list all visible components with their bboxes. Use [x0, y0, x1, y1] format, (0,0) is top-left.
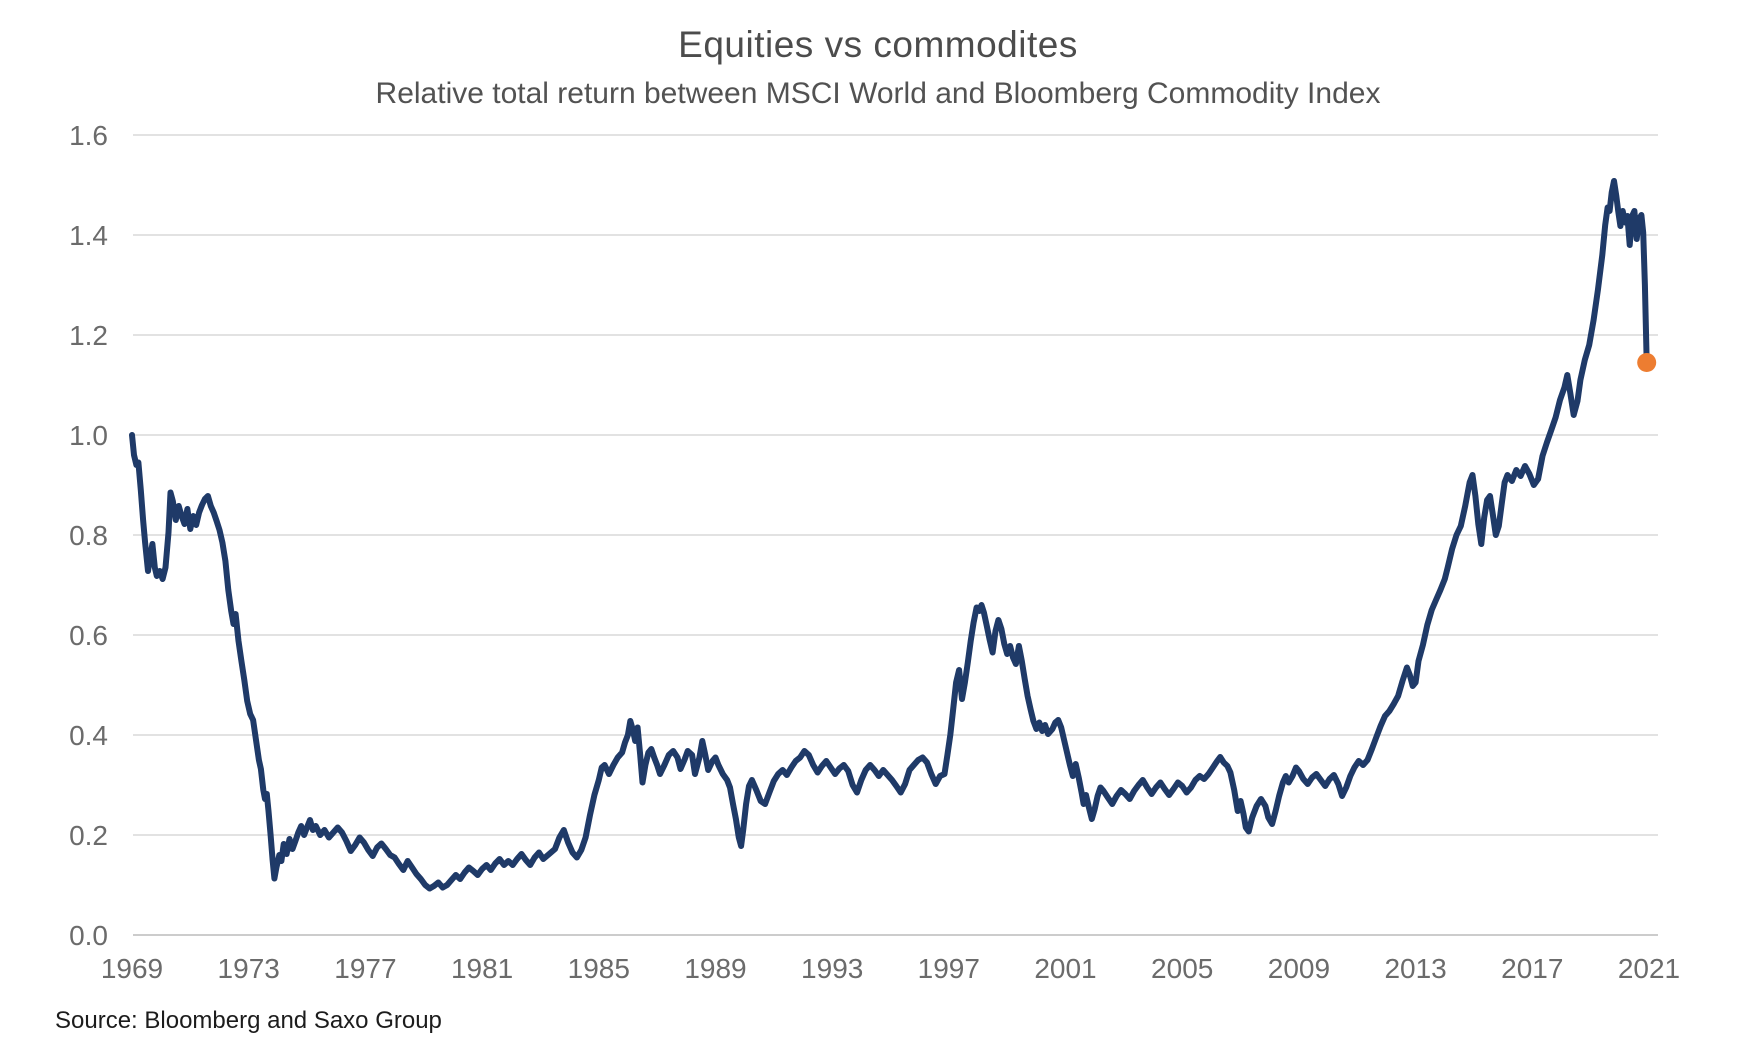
x-tick-label-2001: 2001: [1034, 953, 1096, 984]
x-tick-label-2021: 2021: [1618, 953, 1680, 984]
y-tick-label-0.6: 0.6: [69, 620, 108, 651]
x-tick-label-2009: 2009: [1268, 953, 1330, 984]
x-tick-label-2005: 2005: [1151, 953, 1213, 984]
x-tick-label-1981: 1981: [451, 953, 513, 984]
x-tick-label-1997: 1997: [918, 953, 980, 984]
chart-title: Equities vs commodites: [678, 24, 1078, 65]
y-tick-label-1.4: 1.4: [69, 220, 108, 251]
x-tick-label-2017: 2017: [1501, 953, 1563, 984]
y-tick-label-1.2: 1.2: [69, 320, 108, 351]
x-tick-label-1989: 1989: [684, 953, 746, 984]
x-tick-label-1969: 1969: [101, 953, 163, 984]
series-end-dot: [1637, 353, 1657, 372]
y-tick-label-0.0: 0.0: [69, 920, 108, 951]
x-tick-label-1993: 1993: [801, 953, 863, 984]
y-tick-label-1.6: 1.6: [69, 120, 108, 151]
x-tick-label-2013: 2013: [1384, 953, 1446, 984]
x-tick-label-1977: 1977: [334, 953, 396, 984]
y-tick-label-1.0: 1.0: [69, 420, 108, 451]
y-tick-label-0.2: 0.2: [69, 820, 108, 851]
x-tick-label-1973: 1973: [218, 953, 280, 984]
y-tick-label-0.4: 0.4: [69, 720, 108, 751]
source-note: Source: Bloomberg and Saxo Group: [55, 1007, 442, 1034]
series-line: [129, 178, 1650, 892]
chart-subtitle: Relative total return between MSCI World…: [375, 77, 1381, 110]
y-tick-label-0.8: 0.8: [69, 520, 108, 551]
x-tick-label-1985: 1985: [568, 953, 630, 984]
